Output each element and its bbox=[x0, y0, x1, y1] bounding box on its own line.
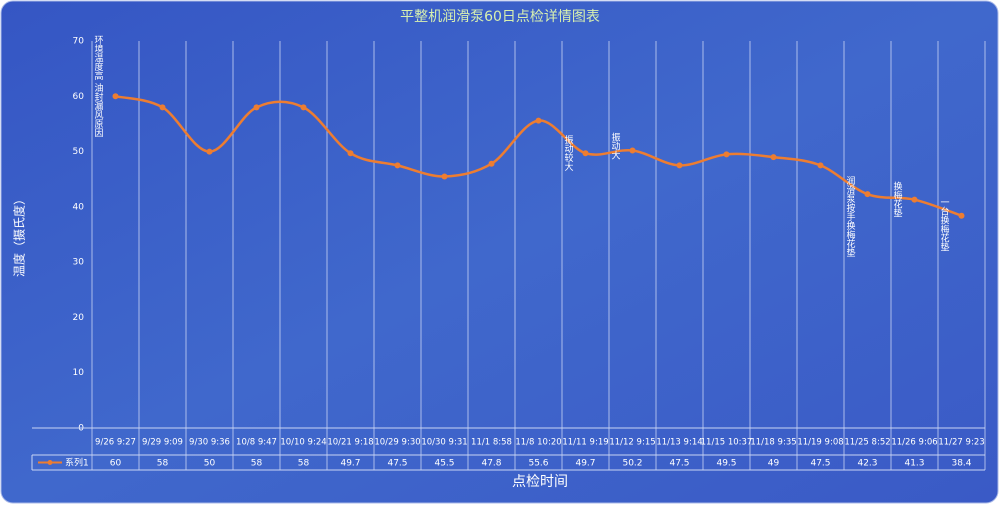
data-point bbox=[347, 150, 354, 157]
table-value: 58 bbox=[298, 459, 310, 469]
data-point bbox=[723, 151, 730, 158]
table-value: 60 bbox=[110, 459, 122, 469]
y-tick-label: 10 bbox=[73, 368, 85, 378]
annotation: 振动大 bbox=[610, 131, 621, 160]
table-value: 49.5 bbox=[716, 459, 736, 469]
table-value: 45.5 bbox=[434, 459, 454, 469]
x-tick-label: 10/10 9:24 bbox=[280, 438, 326, 448]
x-tick-label: 11/18 9:35 bbox=[750, 438, 796, 448]
data-point bbox=[911, 196, 918, 203]
table-value: 42.3 bbox=[857, 459, 877, 469]
table-value: 38.4 bbox=[951, 459, 971, 469]
data-point bbox=[112, 93, 119, 100]
table-value: 58 bbox=[157, 459, 169, 469]
data-point bbox=[582, 150, 589, 157]
x-tick-label: 11/1 8:58 bbox=[471, 438, 512, 448]
annotation: 环境温度高 油封漏风原因 bbox=[93, 35, 104, 138]
y-tick-label: 60 bbox=[73, 92, 85, 102]
y-tick-label: 40 bbox=[73, 202, 85, 212]
x-tick-label: 11/25 8:52 bbox=[844, 438, 890, 448]
table-value: 41.3 bbox=[904, 459, 924, 469]
data-point bbox=[300, 104, 307, 111]
chart-title: 平整机润滑泵60日点检详情图表 bbox=[400, 8, 600, 25]
table-value: 47.8 bbox=[481, 459, 501, 469]
data-point bbox=[253, 104, 260, 111]
table-value: 50 bbox=[204, 459, 216, 469]
data-point bbox=[159, 104, 166, 111]
x-tick-label: 11/27 9:23 bbox=[938, 438, 984, 448]
x-tick-label: 9/30 9:36 bbox=[189, 438, 230, 448]
table-value: 49 bbox=[768, 459, 780, 469]
x-tick-label: 11/8 10:20 bbox=[515, 438, 561, 448]
table-value: 49.7 bbox=[575, 459, 595, 469]
x-tick-label: 11/12 9:15 bbox=[609, 438, 655, 448]
x-tick-label: 10/8 9:47 bbox=[236, 438, 277, 448]
table-value: 47.5 bbox=[810, 459, 830, 469]
x-tick-label: 11/15 10:37 bbox=[701, 438, 753, 448]
table-value: 49.7 bbox=[340, 459, 360, 469]
x-tick-label: 11/11 9:19 bbox=[562, 438, 608, 448]
y-axis-title: 温度（摄氏度） bbox=[12, 193, 27, 277]
table-value: 50.2 bbox=[622, 459, 642, 469]
y-tick-label: 50 bbox=[73, 147, 85, 157]
annotation: 一台换梅花垫 bbox=[939, 198, 950, 252]
data-point bbox=[206, 148, 213, 155]
x-tick-label: 9/29 9:09 bbox=[142, 438, 183, 448]
x-tick-label: 10/29 9:30 bbox=[374, 438, 420, 448]
y-tick-label: 20 bbox=[73, 313, 85, 323]
data-point bbox=[770, 154, 777, 161]
table-value: 47.5 bbox=[669, 459, 689, 469]
legend-label: 系列1 bbox=[65, 457, 89, 469]
y-tick-label: 30 bbox=[73, 258, 85, 268]
table-value: 58 bbox=[251, 459, 263, 469]
x-tick-label: 10/30 9:31 bbox=[421, 438, 467, 448]
annotation: 换梅花垫 bbox=[892, 181, 903, 218]
x-tick-label: 11/19 9:08 bbox=[797, 438, 843, 448]
data-point bbox=[864, 191, 871, 198]
x-axis-title: 点检时间 bbox=[512, 474, 568, 490]
data-point bbox=[817, 162, 824, 169]
y-tick-label: 70 bbox=[73, 37, 85, 47]
annotation: 振动较大 bbox=[563, 134, 574, 172]
legend-marker bbox=[47, 460, 53, 465]
data-point bbox=[488, 160, 495, 167]
x-tick-label: 10/21 9:18 bbox=[327, 438, 373, 448]
annotation: 润滑泵按手换梅花垫 bbox=[845, 175, 856, 257]
data-point bbox=[441, 173, 448, 180]
x-tick-label: 11/13 9:14 bbox=[656, 438, 702, 448]
x-tick-label: 9/26 9:27 bbox=[95, 438, 136, 448]
table-value: 55.6 bbox=[528, 459, 548, 469]
data-point bbox=[958, 212, 965, 219]
table-value: 47.5 bbox=[387, 459, 407, 469]
data-point bbox=[394, 162, 401, 169]
data-point bbox=[676, 162, 683, 169]
x-tick-label: 11/26 9:06 bbox=[891, 438, 937, 448]
data-point bbox=[629, 147, 636, 154]
data-point bbox=[535, 117, 542, 124]
